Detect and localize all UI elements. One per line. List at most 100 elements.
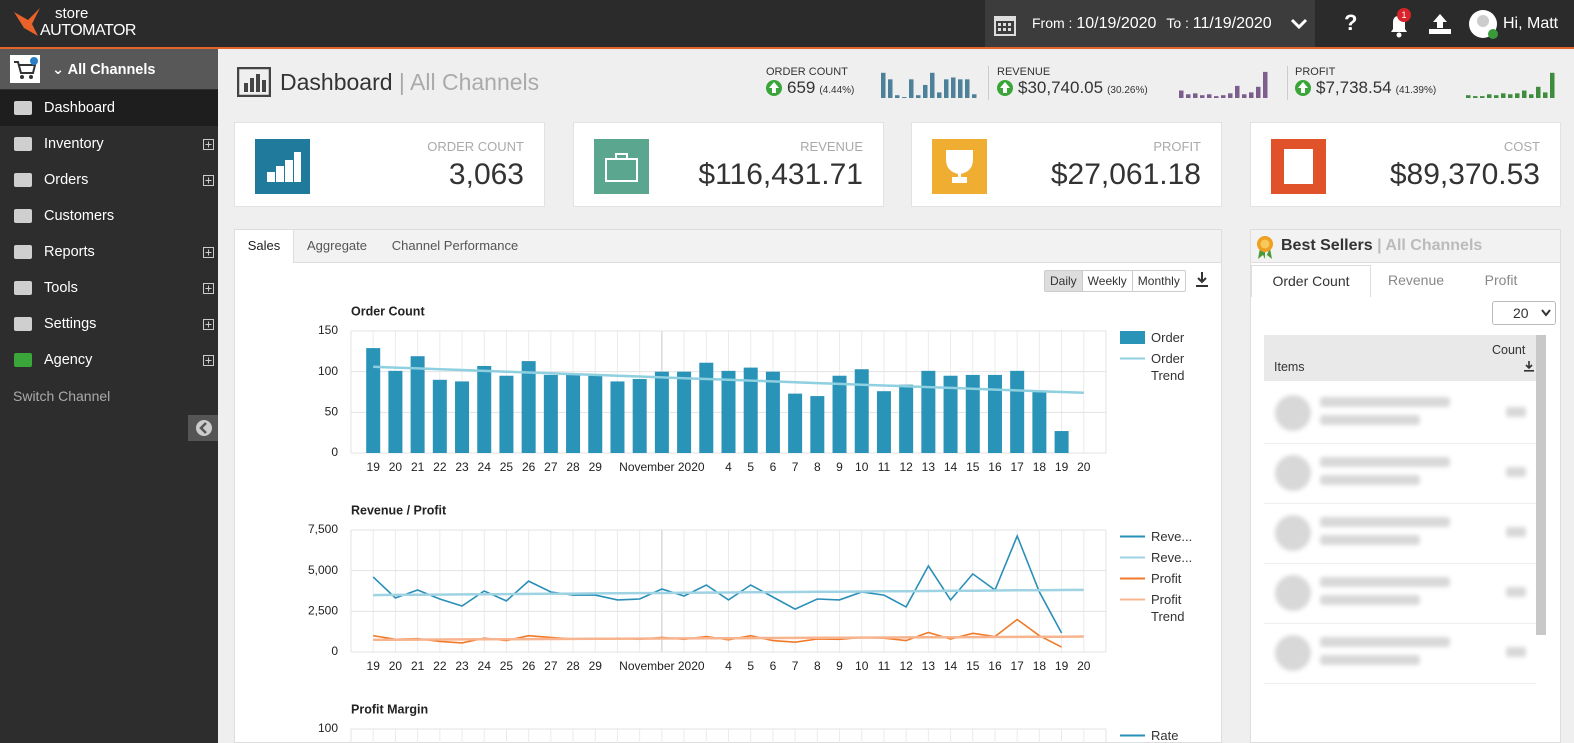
x-tick-label: 25 (500, 460, 514, 474)
sidebar-label: Reports (44, 244, 95, 260)
bar (899, 384, 914, 453)
spark-bar (916, 95, 921, 98)
subtitle: | All Channels (1377, 237, 1483, 254)
row-thumb (1275, 515, 1311, 551)
spark-bar (1186, 94, 1191, 98)
best-sellers-tab[interactable]: Revenue (1369, 265, 1463, 296)
legend-swatch (1120, 331, 1145, 344)
dashboard-icon (237, 67, 271, 97)
channel-name[interactable]: ⌄ All Channels (52, 62, 156, 78)
download-icon[interactable] (1194, 271, 1210, 289)
channel-label: All Channels (67, 62, 156, 78)
tab[interactable]: Channel Performance (391, 238, 519, 253)
x-tick-label: November 2020 (619, 460, 705, 474)
switch-channel[interactable]: Switch Channel (13, 388, 111, 404)
swatch (1120, 331, 1145, 344)
x-tick-label: 5 (747, 659, 754, 673)
tab[interactable]: Aggregate (307, 238, 367, 253)
y-tick-label: 0 (331, 644, 338, 658)
sidebar-item[interactable]: Agency (0, 342, 218, 378)
legend-swatch (1120, 357, 1145, 360)
card-value: $89,370.53 (1389, 158, 1540, 191)
x-tick-label: 8 (814, 460, 821, 474)
user-name[interactable]: Hi, Matt (1503, 15, 1559, 32)
sidebar-item[interactable]: Customers (0, 198, 218, 234)
best-sellers-tab[interactable]: Order Count (1251, 265, 1371, 297)
x-tick-label: 12 (899, 659, 913, 673)
up-arrow-icon (997, 80, 1013, 96)
arrow (1298, 82, 1308, 93)
bar (632, 378, 647, 453)
x-tick-label: 4 (725, 460, 732, 474)
collapse-button[interactable] (188, 415, 218, 441)
stat-number: $7,738.54 (1316, 78, 1392, 97)
from-label: From : (1032, 15, 1073, 31)
legend-item: Order (1120, 329, 1210, 346)
sidebar-item[interactable]: Orders (0, 162, 218, 198)
spark-bar (1242, 94, 1247, 98)
legend-swatch (1120, 556, 1145, 559)
row-border (1264, 683, 1536, 684)
line (373, 635, 1084, 642)
x-tick-label: 18 (1033, 659, 1047, 673)
tab[interactable]: Sales (235, 230, 294, 263)
row-thumb (1275, 455, 1311, 491)
upload-icon[interactable] (1428, 13, 1452, 35)
x-tick-label: 13 (922, 659, 936, 673)
kpi-card: ORDER COUNT 3,063 (234, 122, 545, 207)
select-arrow (1541, 309, 1551, 317)
row-thumb (1275, 575, 1311, 611)
row-thumb (1275, 395, 1311, 431)
row-text (1320, 475, 1420, 485)
period-button[interactable]: Monthly (1131, 271, 1185, 291)
bar (832, 375, 847, 453)
stat-number: 659 (787, 78, 816, 97)
sidebar-icon (14, 173, 32, 187)
y-tick-label: 150 (318, 323, 338, 337)
x-tick-label: 18 (1033, 460, 1047, 474)
sidebar-item[interactable]: Inventory (0, 126, 218, 162)
spark-bar (1193, 93, 1198, 98)
avatar[interactable] (1468, 9, 1500, 41)
icon-shape (14, 317, 32, 331)
best-sellers-tab[interactable]: Profit (1463, 265, 1539, 296)
legend-label: Order Trend (1151, 351, 1185, 383)
x-tick-label: 23 (455, 460, 469, 474)
sidebar-label: Agency (44, 352, 93, 368)
period-button[interactable]: Weekly (1081, 271, 1132, 291)
date-range[interactable] (985, 0, 1315, 47)
tab-label: Order Count (1272, 273, 1350, 289)
sidebar-item[interactable]: Dashboard (0, 90, 218, 126)
x-tick-label: 7 (792, 460, 799, 474)
page-size-select[interactable]: 20 (1492, 301, 1556, 325)
spark-bar (1228, 93, 1233, 98)
kpi-card: COST $89,370.53 (1250, 122, 1561, 207)
sidebar-icon (14, 317, 32, 331)
stat-change: (4.44%) (819, 85, 855, 96)
stat-label: ORDER COUNT (766, 66, 848, 78)
card-icon (594, 139, 649, 194)
divider (1287, 66, 1288, 100)
dropdown-icon[interactable] (1290, 17, 1308, 31)
x-tick-label: 17 (1010, 659, 1024, 673)
stat-value: $30,740.05 (30.26%) (1018, 78, 1148, 98)
help[interactable]: ? (1344, 10, 1358, 35)
sidebar-label: Orders (44, 172, 89, 188)
x-tick-label: 19 (367, 460, 381, 474)
x-tick-label: 10 (855, 659, 869, 673)
best-sellers-head (1251, 230, 1560, 263)
bar (366, 348, 381, 453)
bar (854, 369, 869, 453)
sidebar-item[interactable]: Settings (0, 306, 218, 342)
x-tick-label: November 2020 (619, 659, 705, 673)
sidebar-item[interactable]: Reports (0, 234, 218, 270)
bar (410, 356, 425, 453)
period-button[interactable]: Daily (1045, 271, 1082, 291)
spark-bar (1207, 94, 1212, 98)
sidebar-item[interactable]: Tools (0, 270, 218, 306)
legend-label: Reve... (1151, 529, 1193, 544)
card-label: ORDER COUNT (427, 139, 524, 154)
col-count[interactable]: Count (1492, 343, 1526, 357)
icon-glyph (946, 150, 973, 183)
col-download-icon[interactable] (1523, 360, 1535, 373)
